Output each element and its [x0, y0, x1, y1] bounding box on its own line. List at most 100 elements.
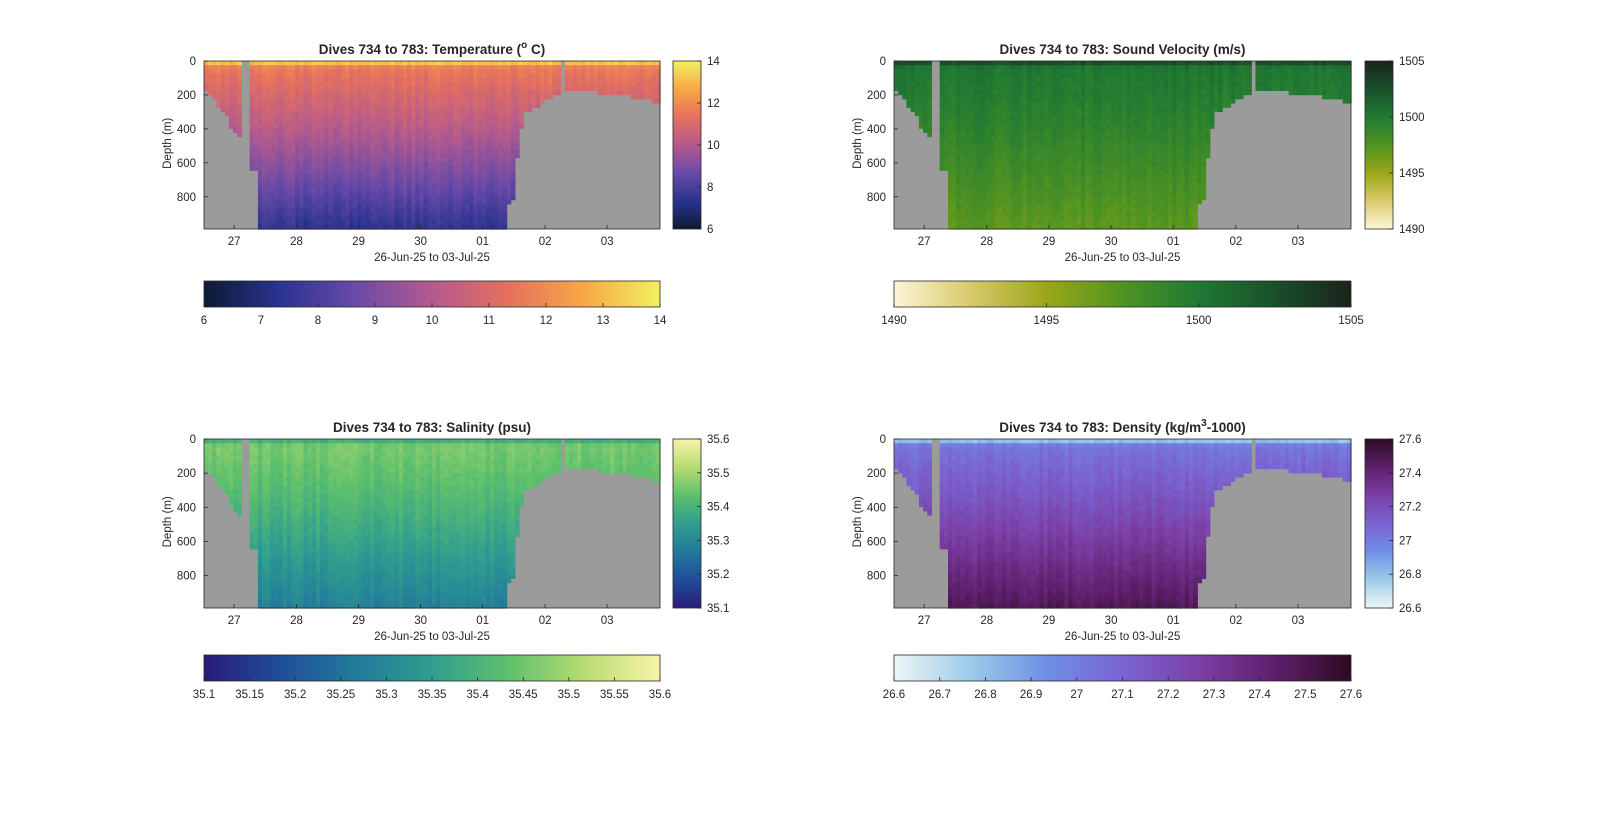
data-cell [498, 157, 504, 163]
x-tick-label: 27 [228, 236, 241, 248]
data-cell [993, 77, 999, 83]
data-cell [1105, 191, 1111, 196]
data-cell [977, 220, 982, 226]
data-cell [635, 82, 640, 87]
data-cell [402, 86, 408, 91]
data-cell [1010, 73, 1016, 79]
data-cell [490, 65, 495, 70]
data-cell [914, 86, 920, 91]
data-cell [568, 69, 574, 75]
data-cell [964, 82, 970, 87]
data-cell [1093, 153, 1099, 159]
data-cell [282, 166, 288, 171]
data-cell [349, 103, 354, 108]
data-cell [220, 98, 226, 104]
data-cell [353, 170, 358, 175]
data-cell [303, 199, 309, 205]
data-cell [1076, 224, 1082, 230]
data-cell [373, 224, 379, 230]
data-cell [257, 170, 263, 175]
data-cell [948, 161, 953, 167]
data-cell [902, 86, 908, 91]
data-cell [968, 61, 974, 66]
data-cell [1060, 132, 1065, 138]
data-cell [564, 61, 570, 66]
data-cell [968, 170, 974, 175]
data-cell [1056, 174, 1061, 180]
data-cell [1101, 115, 1107, 121]
data-cell [972, 77, 978, 83]
data-cell [481, 77, 487, 83]
data-cell [1068, 111, 1074, 117]
data-cell [452, 86, 458, 91]
data-cell [964, 220, 970, 226]
data-cell [1089, 73, 1095, 79]
colorbar-h-tick-label: 12 [540, 315, 553, 327]
data-cell [407, 140, 412, 146]
data-cell [427, 157, 433, 163]
data-cell [224, 61, 230, 66]
data-cell [394, 153, 400, 159]
data-cell [291, 86, 296, 91]
data-cell [373, 115, 379, 121]
data-cell [1101, 119, 1107, 125]
data-cell [477, 195, 483, 201]
data-cell [1018, 65, 1024, 70]
data-cell [295, 124, 300, 129]
data-cell [448, 191, 454, 196]
data-cell [257, 140, 263, 146]
data-cell [311, 224, 317, 230]
data-cell [985, 224, 991, 230]
data-cell [204, 69, 209, 75]
data-cell [373, 107, 379, 112]
data-cell [473, 224, 479, 230]
data-cell [972, 199, 978, 205]
data-cell [964, 178, 970, 184]
data-cell [415, 90, 421, 96]
data-cell [993, 145, 999, 150]
data-cell [382, 199, 387, 205]
data-cell [423, 187, 429, 192]
data-cell [1014, 182, 1020, 188]
data-cell [378, 61, 383, 66]
data-cell [952, 136, 957, 142]
data-cell [390, 216, 396, 222]
data-cell [956, 73, 962, 79]
data-cell [1056, 145, 1061, 150]
data-cell [456, 203, 462, 209]
data-cell [386, 65, 392, 70]
data-cell [514, 69, 520, 75]
data-cell [1022, 61, 1028, 66]
data-cell [1064, 182, 1070, 188]
data-cell [465, 145, 470, 150]
title-text: Dives 734 to 783: Temperature ( [319, 42, 522, 57]
data-cell [291, 107, 296, 112]
data-cell [461, 199, 466, 205]
data-cell [407, 145, 412, 150]
data-cell [477, 82, 483, 87]
data-cell [1072, 157, 1078, 163]
data-cell [510, 132, 516, 138]
data-cell [270, 216, 276, 222]
data-cell [510, 195, 516, 201]
data-cell [1031, 170, 1036, 175]
data-cell [952, 77, 957, 83]
data-cell [647, 77, 653, 83]
data-cell [952, 203, 957, 209]
data-cell [523, 90, 528, 96]
data-cell [981, 161, 986, 167]
data-cell [502, 178, 508, 184]
data-cell [398, 94, 404, 100]
data-cell [299, 199, 305, 205]
data-cell [543, 94, 549, 100]
data-cell [266, 90, 271, 96]
data-cell [1093, 199, 1099, 205]
data-cell [324, 153, 329, 159]
data-cell [1006, 86, 1011, 91]
data-cell [572, 69, 578, 75]
data-cell [411, 73, 417, 79]
data-cell [514, 119, 520, 125]
data-cell [543, 65, 549, 70]
data-cell [997, 195, 1003, 201]
data-cell [494, 174, 499, 180]
